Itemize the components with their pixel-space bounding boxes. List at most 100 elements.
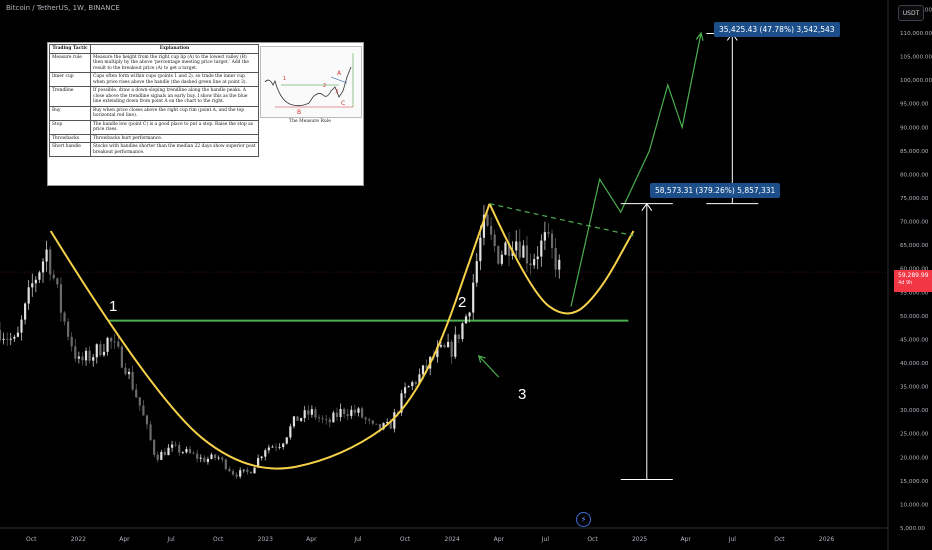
currency-button[interactable]: USDT xyxy=(898,5,924,21)
candle-body xyxy=(41,261,45,273)
point-3-arrowhead xyxy=(477,355,486,363)
y-tick-label: 80,000.00 xyxy=(900,172,929,178)
cup-curve xyxy=(488,203,635,315)
candle-body xyxy=(464,316,468,324)
candle-body xyxy=(543,232,546,241)
candle-body xyxy=(414,382,417,384)
candle-body xyxy=(475,261,478,283)
candle-body xyxy=(239,470,242,477)
projection-arrowhead xyxy=(695,31,704,41)
last-price-tag: 59,289.99 4d 9h xyxy=(894,270,932,292)
candle-body xyxy=(249,471,253,474)
table-row: Short handle Stocks with handles shorter … xyxy=(49,142,259,157)
time-axis[interactable]: Oct 2022 Apr Jul Oct 2023 Apr Jul Oct 2024 Apr Jul O… xyxy=(0,527,888,543)
measure-arrowhead xyxy=(641,202,653,211)
x-tick-label: Oct xyxy=(400,536,411,543)
candle-body xyxy=(479,237,482,262)
tactic-cell: Measure rule xyxy=(49,52,91,73)
explanation-cell: Measure the height from the right cup li… xyxy=(90,52,259,73)
candle-body xyxy=(436,346,439,358)
candle-body xyxy=(88,350,91,361)
candle-body xyxy=(314,409,317,418)
y-tick-label: 25,000.00 xyxy=(900,432,929,438)
candle-body xyxy=(242,469,245,471)
lower-measure-label[interactable]: 58,573.31 (379.26%) 5,857,331 xyxy=(650,183,781,198)
candle-body xyxy=(235,474,238,477)
candle-body xyxy=(99,344,102,356)
candle-body xyxy=(124,367,127,375)
candle-body xyxy=(271,446,274,448)
y-tick-label: 110,000.00 xyxy=(900,31,932,37)
candle-body xyxy=(138,397,141,406)
candle-body xyxy=(77,356,80,359)
figure-label-b: B xyxy=(297,109,301,116)
candle-body xyxy=(343,408,346,415)
candle-body xyxy=(181,452,184,454)
candle-body xyxy=(81,356,84,361)
y-tick-label: 50,000.00 xyxy=(900,314,929,320)
candle-body xyxy=(20,319,23,333)
candle-body xyxy=(386,422,389,424)
candle-body xyxy=(127,371,131,375)
tactic-cell: Stop xyxy=(49,119,91,135)
candle-body xyxy=(303,410,306,419)
candle-body xyxy=(9,338,12,340)
y-tick-label: 5,000.00 xyxy=(900,526,925,532)
candle-body xyxy=(400,393,403,413)
candle-body xyxy=(490,225,493,235)
candle-body xyxy=(278,446,281,448)
candle-body xyxy=(332,412,335,423)
y-tick-label: 55,000.00 xyxy=(900,290,929,296)
candle-body xyxy=(117,341,120,347)
candle-body xyxy=(500,254,503,264)
candle-body xyxy=(382,423,385,430)
candle-body xyxy=(457,334,460,339)
candle-body xyxy=(515,241,518,251)
x-tick-label: Jul xyxy=(353,536,362,543)
candle-body xyxy=(228,468,231,472)
explanation-cell: The handle low (point C) is a good place… xyxy=(90,119,259,135)
candle-body xyxy=(472,282,475,313)
y-tick-label: 40,000.00 xyxy=(900,361,929,367)
candle-body xyxy=(346,414,349,416)
candle-body xyxy=(300,418,303,421)
candle-body xyxy=(461,323,464,339)
tactic-cell: Buy xyxy=(49,105,91,121)
candle-body xyxy=(364,417,367,420)
candle-body xyxy=(6,338,9,340)
lightning-icon[interactable]: ⚡ xyxy=(576,512,591,527)
candle-body xyxy=(507,242,511,256)
upper-measure-label[interactable]: 35,425.43 (47.78%) 3,542,543 xyxy=(714,22,840,37)
candle-body xyxy=(292,416,296,427)
candle-body xyxy=(393,412,396,429)
candle-body xyxy=(403,387,407,394)
candle-body xyxy=(92,357,95,361)
cup-curves xyxy=(49,203,635,470)
candle-body xyxy=(558,259,561,270)
candle-body xyxy=(407,386,410,388)
y-tick-label: 20,000.00 xyxy=(900,455,929,461)
candle-body xyxy=(156,454,159,460)
candle-body xyxy=(468,312,471,317)
x-tick-label: Oct xyxy=(774,536,785,543)
x-tick-label: Jul xyxy=(728,536,737,543)
table-row: Trendline If possible, draw a down-slopin… xyxy=(49,86,259,107)
price-axis[interactable]: 5,000.00 10,000.00 15,000.00 20,000.00 25,00… xyxy=(887,0,932,550)
cup-curve xyxy=(49,203,491,470)
symbol-title: Bitcoin / TetherUS, 1W, BINANCE xyxy=(6,4,120,12)
candle-body xyxy=(454,334,457,357)
bar-countdown: 4d 9h xyxy=(898,279,913,286)
table-row: Inner cup Cups often form within cups (po… xyxy=(49,72,259,87)
candle-body xyxy=(120,346,123,368)
candle-body xyxy=(267,447,270,451)
candle-body xyxy=(106,337,109,352)
candle-body xyxy=(67,321,70,337)
table-row: Measure rule Measure the height from the … xyxy=(49,52,259,73)
candle-body xyxy=(188,448,192,453)
figure-label-c: C xyxy=(341,100,345,107)
candle-body xyxy=(131,371,134,390)
candle-body xyxy=(522,245,525,258)
x-tick-label: Oct xyxy=(213,536,224,543)
x-tick-label: Oct xyxy=(587,536,598,543)
